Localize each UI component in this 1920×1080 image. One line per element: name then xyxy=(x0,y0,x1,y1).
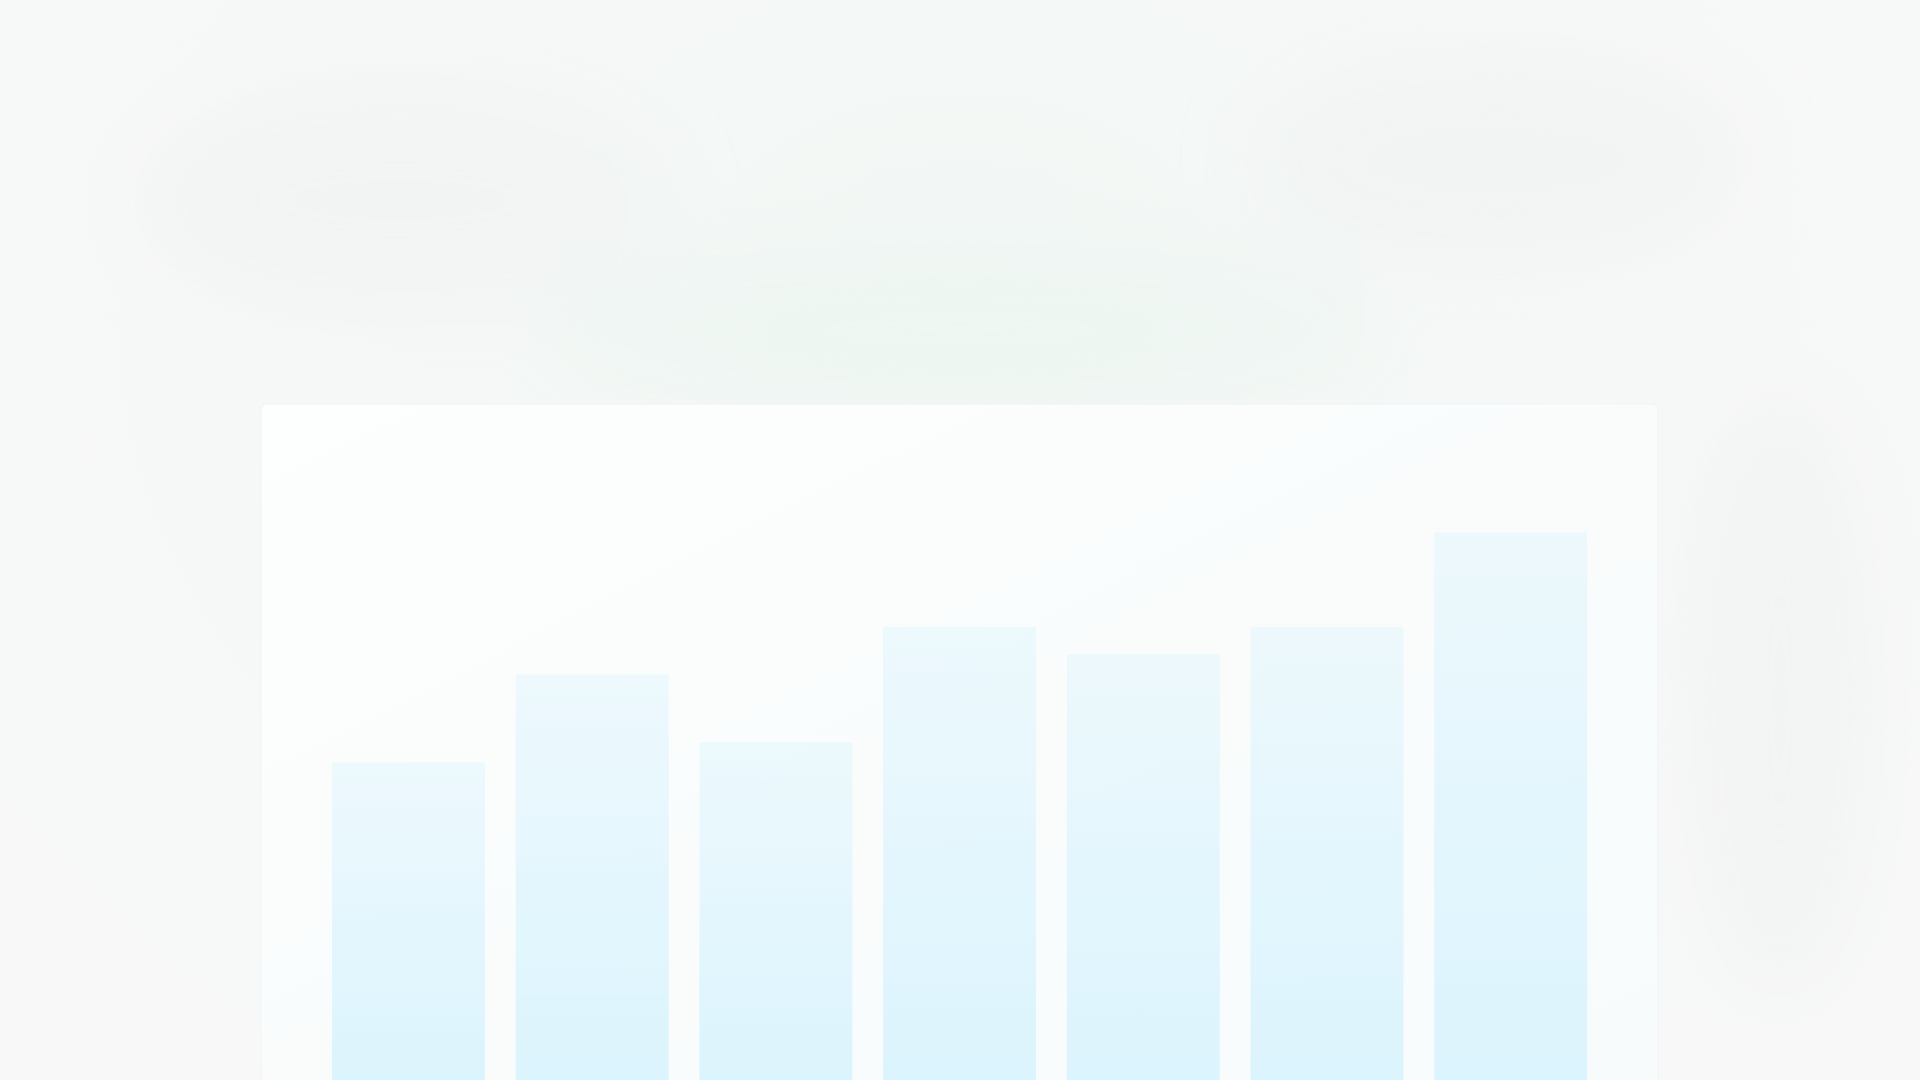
bar xyxy=(699,742,853,1080)
background-blur xyxy=(140,60,1870,1000)
bar xyxy=(883,627,1037,1080)
bar xyxy=(515,674,669,1080)
bar xyxy=(1250,627,1404,1080)
bar xyxy=(1066,654,1220,1080)
bar xyxy=(1434,532,1588,1080)
bar-group xyxy=(332,532,1588,1080)
bar xyxy=(332,762,485,1080)
